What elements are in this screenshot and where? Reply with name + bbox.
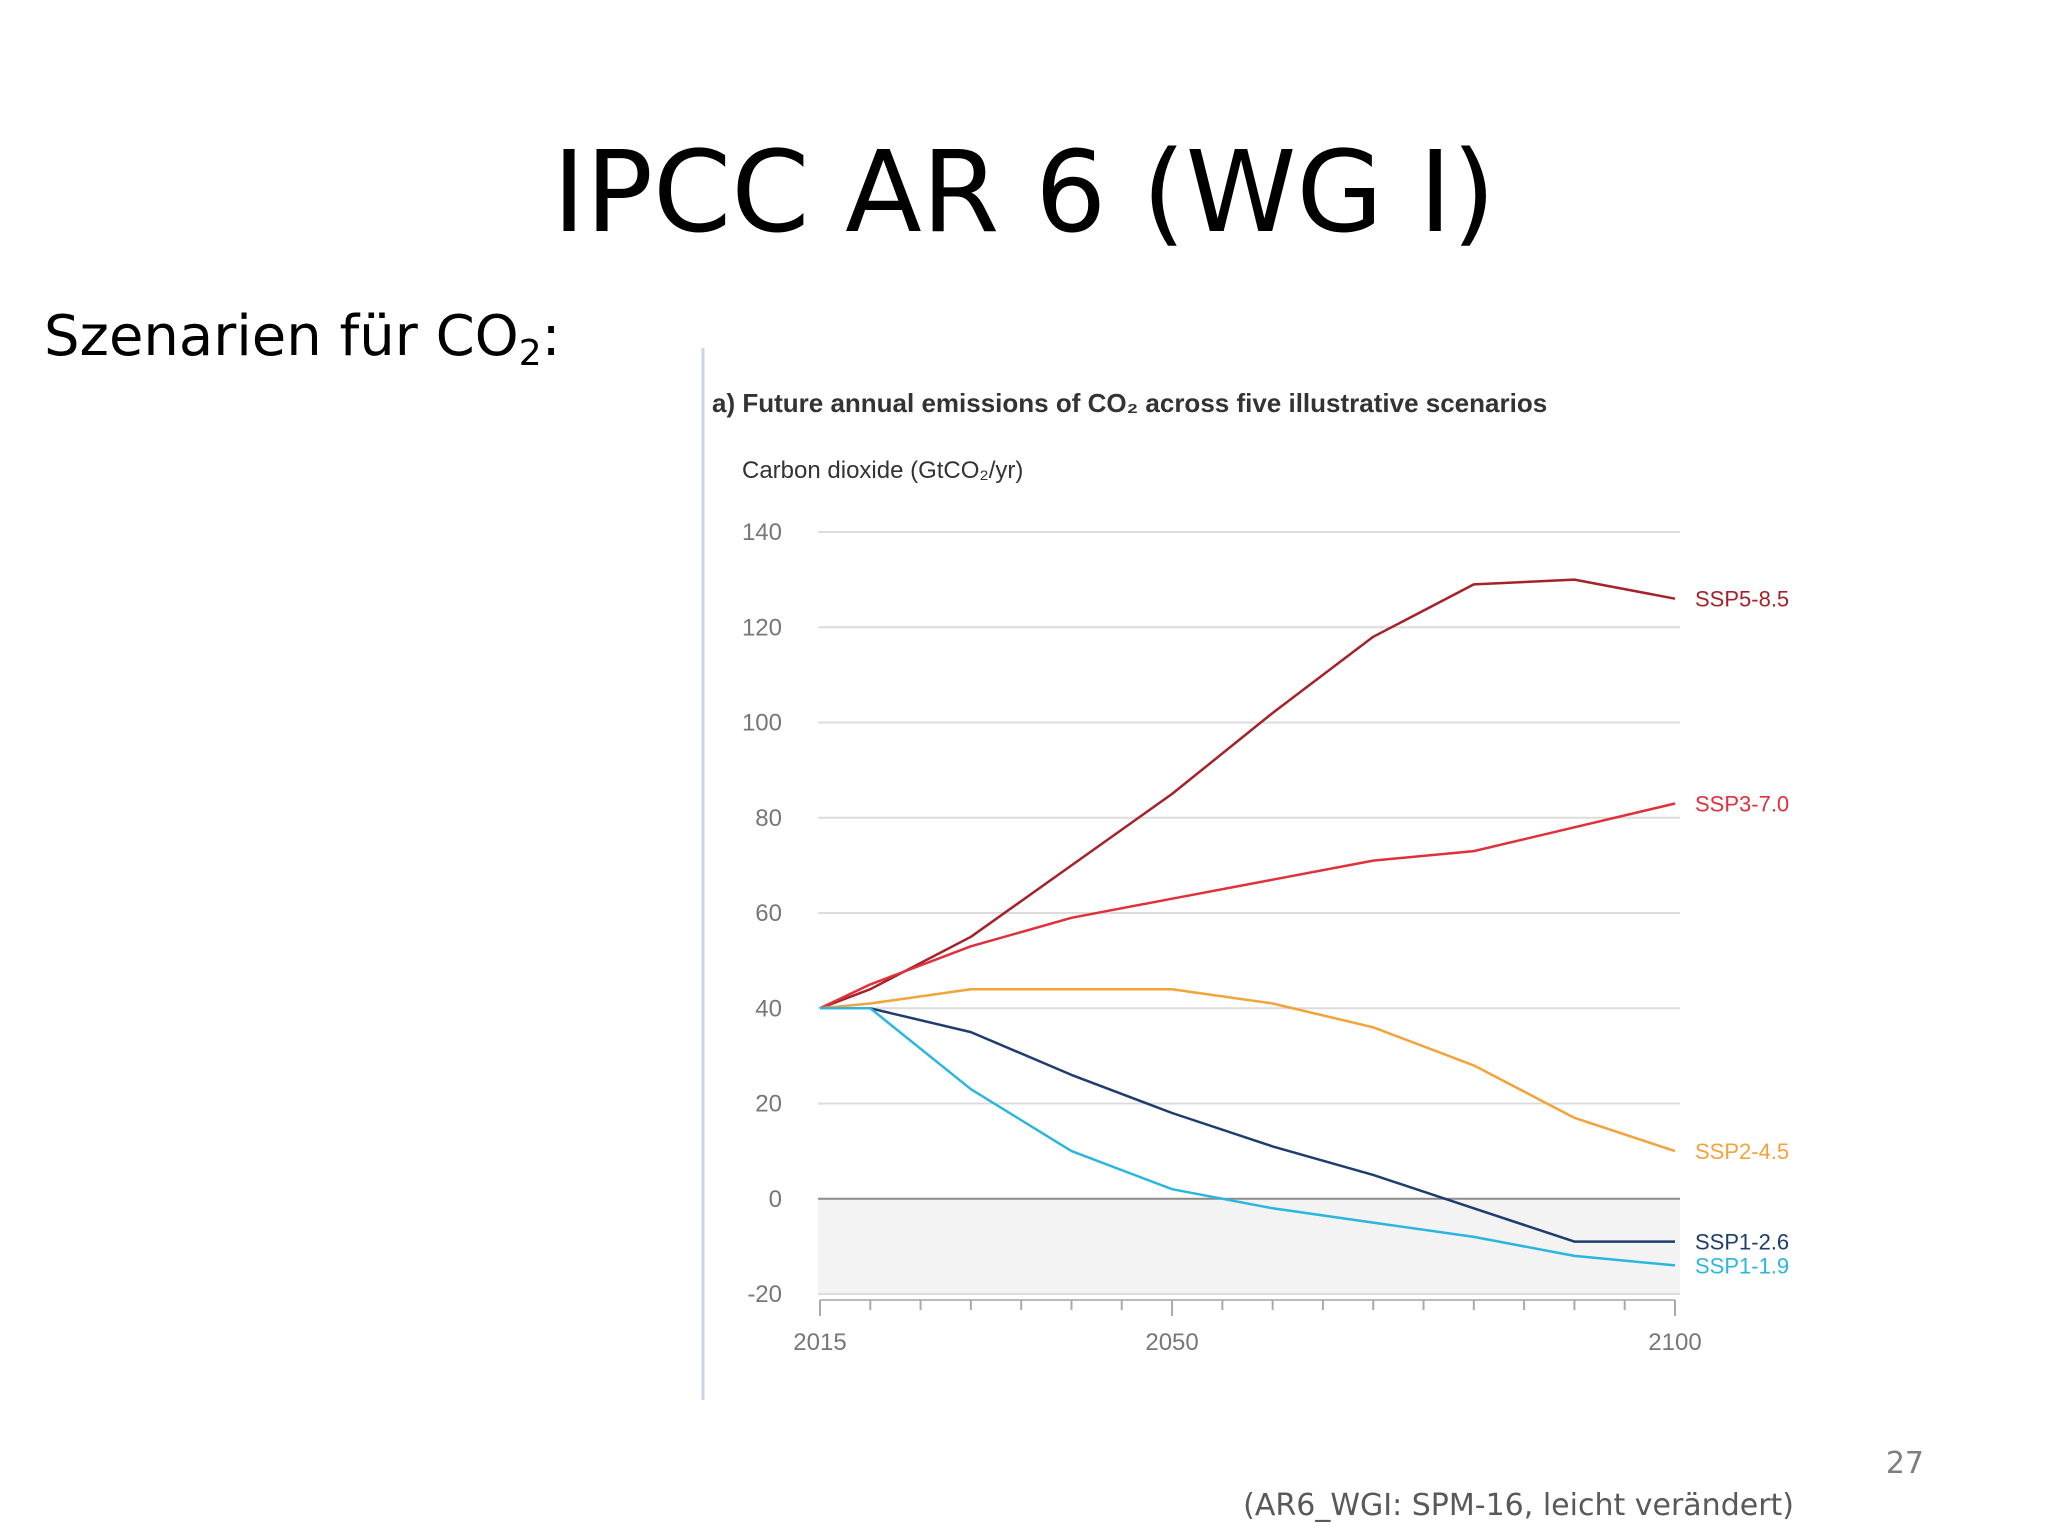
series-label-ssp5-8.5: SSP5-8.5 <box>1695 587 1789 612</box>
page-number: 27 <box>1885 1446 1924 1481</box>
x-tick-label: 2015 <box>793 1329 846 1356</box>
series-line-ssp1-2.6 <box>820 1007 1675 1243</box>
y-tick-label: 0 <box>769 1186 782 1213</box>
series-label-ssp3-7.0: SSP3-7.0 <box>1695 791 1789 816</box>
chart-title: a) Future annual emissions of CO₂ across… <box>712 388 1547 418</box>
series-lines <box>819 578 1676 1267</box>
negative-shade <box>818 1198 1680 1294</box>
y-tick-label: 140 <box>742 519 782 546</box>
y-tick-label: 80 <box>755 805 782 832</box>
subtitle-colon: : <box>541 304 561 369</box>
series-label-ssp1-2.6: SSP1-2.6 <box>1695 1230 1789 1255</box>
subtitle-text: Szenarien für CO <box>44 304 519 369</box>
y-tick-label: 100 <box>742 710 782 737</box>
chart-frame: a) Future annual emissions of CO₂ across… <box>700 348 1900 1400</box>
x-tick-label: 2100 <box>1648 1329 1701 1356</box>
series-label-ssp1-1.9: SSP1-1.9 <box>1695 1253 1789 1278</box>
y-tick-label: 60 <box>755 900 782 927</box>
x-axis: 2015 2050 2100 <box>793 1299 1702 1356</box>
y-tick-label: 40 <box>755 995 782 1022</box>
subtitle-subscript: 2 <box>518 333 542 374</box>
co2-emissions-chart: a) Future annual emissions of CO₂ across… <box>701 348 1789 1400</box>
series-line-ssp3-7.0 <box>819 802 1676 1010</box>
y-tick-labels: 140 120 100 80 60 40 20 0 -20 <box>742 519 782 1308</box>
series-line-ssp2-4.5 <box>819 987 1676 1153</box>
series-line-ssp1-1.9 <box>820 1007 1676 1267</box>
y-axis-label: Carbon dioxide (GtCO₂/yr) <box>742 457 1023 484</box>
grid-lines <box>818 531 1680 1295</box>
y-tick-label: 20 <box>755 1091 782 1118</box>
slide-title: IPCC AR 6 (WG I) <box>552 128 1496 258</box>
source-note: (AR6_WGI: SPM-16, leicht verändert) <box>1243 1488 1794 1523</box>
x-tick-label: 2050 <box>1145 1329 1198 1356</box>
y-tick-label: 120 <box>742 614 782 641</box>
y-tick-label: -20 <box>747 1281 782 1308</box>
series-line-ssp5-8.5 <box>819 578 1676 1010</box>
slide-subtitle: Szenarien für CO2: <box>44 302 561 389</box>
series-label-ssp2-4.5: SSP2-4.5 <box>1695 1139 1789 1164</box>
